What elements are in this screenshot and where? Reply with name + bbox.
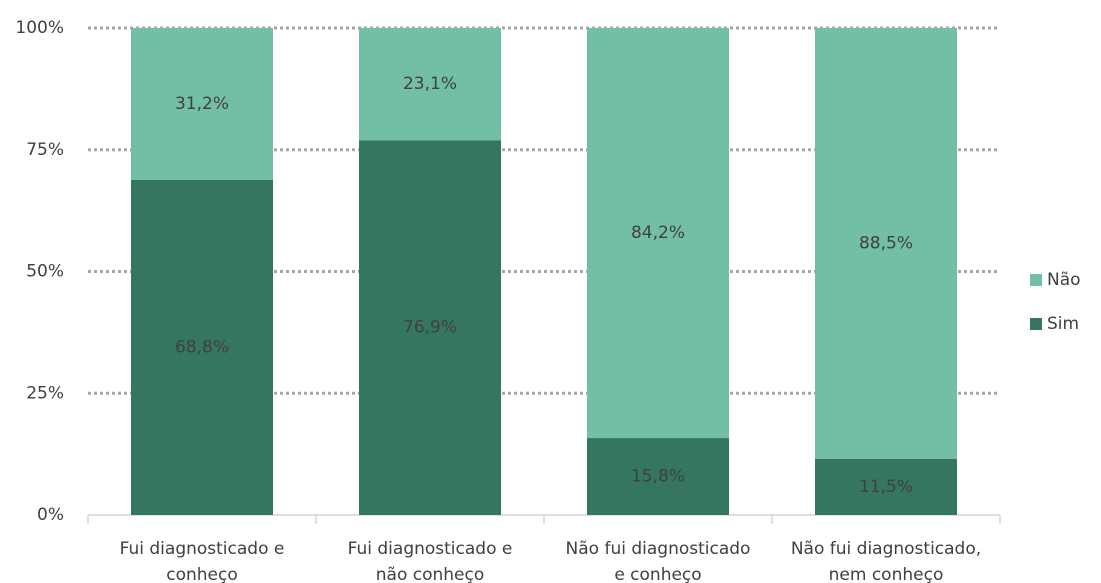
x-tick-label: nem conheço: [829, 565, 944, 583]
y-tick-label: 25%: [26, 383, 64, 403]
y-tick-label: 75%: [26, 140, 64, 160]
x-tick-label: e conheço: [614, 565, 701, 583]
x-tick-label: não conheço: [376, 565, 485, 583]
data-label: 31,2%: [175, 94, 229, 114]
x-tick-label: Não fui diagnosticado: [566, 539, 751, 559]
data-label: 68,8%: [175, 337, 229, 357]
data-label: 23,1%: [403, 74, 457, 94]
legend-swatch: [1030, 318, 1042, 330]
x-tick-label: Não fui diagnosticado,: [791, 539, 981, 559]
bar-segment: [359, 140, 501, 515]
y-tick-label: 100%: [15, 18, 64, 38]
bar-segment: [587, 28, 729, 439]
data-label: 84,2%: [631, 223, 685, 243]
x-tick-label: Fui diagnosticado e: [120, 539, 285, 559]
data-label: 15,8%: [631, 467, 685, 487]
bar-segment: [131, 179, 273, 515]
x-tick-label: conheço: [166, 565, 238, 583]
y-tick-label: 0%: [37, 505, 64, 525]
legend-label: Não: [1047, 270, 1081, 290]
y-tick-label: 50%: [26, 262, 64, 282]
data-label: 76,9%: [403, 318, 457, 338]
data-label: 11,5%: [859, 477, 913, 497]
bar-segment: [359, 28, 501, 141]
legend-swatch: [1030, 274, 1042, 286]
bar-segment: [815, 28, 957, 459]
bar-segment: [815, 458, 957, 515]
bar-segment: [131, 28, 273, 180]
x-tick-label: Fui diagnosticado e: [348, 539, 513, 559]
data-label: 88,5%: [859, 233, 913, 253]
bar-segment: [587, 438, 729, 515]
legend-label: Sim: [1047, 314, 1079, 334]
